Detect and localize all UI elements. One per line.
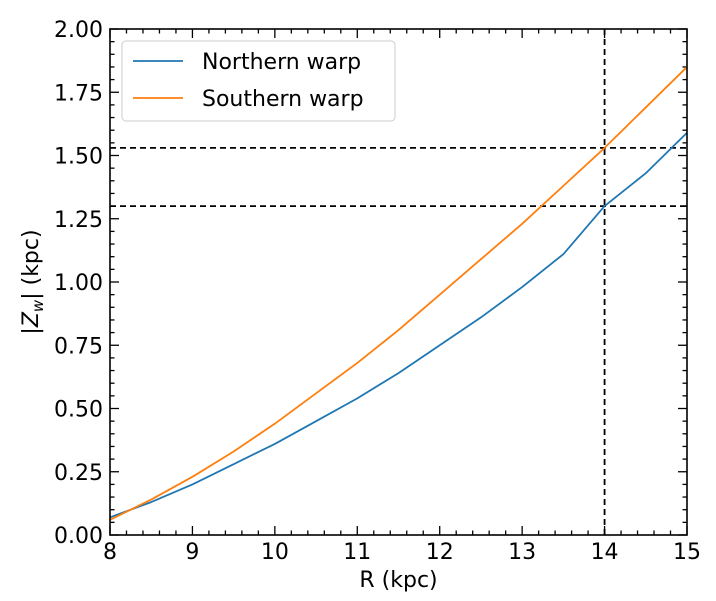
x-axis-label: R (kpc) xyxy=(359,568,437,593)
x-tick-label: 8 xyxy=(103,540,117,565)
x-tick-label: 10 xyxy=(261,540,289,565)
x-tick-label: 12 xyxy=(426,540,454,565)
series-line-northern xyxy=(109,132,688,519)
y-tick-label: 0.25 xyxy=(54,461,103,486)
x-tick-label: 13 xyxy=(508,540,536,565)
y-axis-label-bar-left: | xyxy=(19,327,44,334)
x-tick-label: 11 xyxy=(343,540,371,565)
y-axis-label-subscript: w xyxy=(29,299,47,312)
legend-label-northern: Northern warp xyxy=(202,50,361,75)
legend-box xyxy=(121,40,396,122)
y-tick-label: 1.50 xyxy=(54,145,103,170)
y-tick-labels: 0.00 0.25 0.50 0.75 1.00 1.25 1.50 1.75 2.00 xyxy=(54,18,103,549)
y-axis-label-unit: | (kpc) xyxy=(19,229,44,299)
reference-lines xyxy=(110,29,687,535)
x-tick-labels: 8 9 10 11 12 13 14 15 xyxy=(103,540,701,565)
y-tick-label: 2.00 xyxy=(54,18,103,43)
y-tick-label: 0.00 xyxy=(54,524,103,549)
legend-label-southern: Southern warp xyxy=(202,87,364,112)
series-line-southern xyxy=(109,66,688,521)
y-tick-label: 0.50 xyxy=(54,398,103,423)
y-tick-label: 1.00 xyxy=(54,271,103,296)
x-tick-label: 15 xyxy=(673,540,701,565)
plot-frame xyxy=(109,28,688,536)
legend: Northern warp Southern warp xyxy=(121,40,396,122)
y-tick-label: 1.75 xyxy=(54,81,103,106)
y-axis-label-symbol: Z xyxy=(19,311,44,328)
x-tick-label: 9 xyxy=(185,540,199,565)
y-axis-label: |Zw| (kpc) xyxy=(19,229,47,334)
series-layer xyxy=(109,66,688,521)
x-tick-label: 14 xyxy=(591,540,619,565)
y-tick-label: 1.25 xyxy=(54,208,103,233)
y-tick-label: 0.75 xyxy=(54,334,103,359)
